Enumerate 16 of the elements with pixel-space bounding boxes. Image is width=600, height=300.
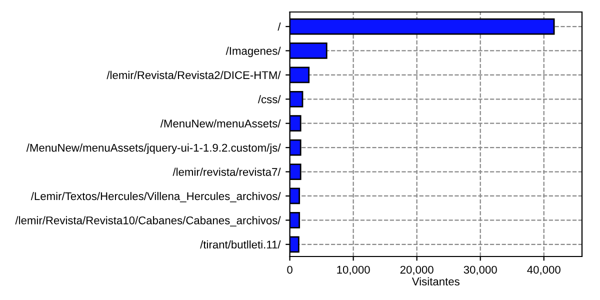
y-tick-label: /lemir/Revista/Revista10/Cabanes/Cabanes_archivos/ bbox=[15, 216, 281, 226]
y-tick-label: /tirant/butlleti.11/ bbox=[200, 240, 281, 249]
y-tick-label: /lemir/revista/revista7/ bbox=[172, 168, 281, 176]
y-tick-label: / bbox=[278, 22, 281, 31]
x-tick-label: 40,000 bbox=[527, 266, 560, 275]
y-tick-label: /MenuNew/menuAssets/jquery-ui-1-1.9.2.custom/js/ bbox=[26, 144, 281, 154]
y-tick-label: /Lemir/Textos/Hercules/Villena_Hercules_archivos/ bbox=[30, 192, 281, 202]
y-tick-label: /lemir/Revista/Revista2/DICE-HTM/ bbox=[106, 70, 281, 80]
x-tick-label: 30,000 bbox=[464, 266, 497, 275]
y-tick-label: /Imagenes/ bbox=[226, 46, 281, 58]
x-tick-label: 20,000 bbox=[400, 266, 434, 275]
x-axis-title: Visitantes bbox=[412, 277, 460, 286]
x-tick-label: 0 bbox=[287, 266, 292, 274]
x-tick-label: 10,000 bbox=[337, 266, 370, 275]
y-tick-label: /css/ bbox=[258, 95, 281, 104]
y-tick-label: /MenuNew/menuAssets/ bbox=[160, 119, 281, 128]
